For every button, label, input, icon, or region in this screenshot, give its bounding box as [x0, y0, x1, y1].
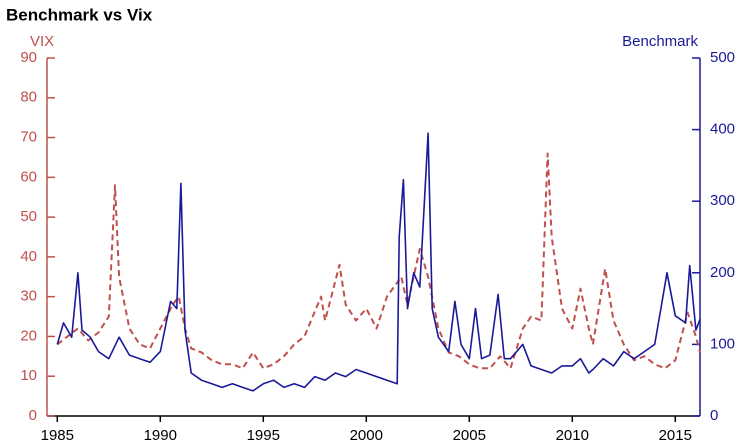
y2-tick-label: 0	[710, 407, 718, 424]
x-tick-label: 1990	[144, 427, 177, 444]
y-tick-label: 0	[29, 407, 37, 424]
x-tick-label: 2010	[556, 427, 589, 444]
y-tick-label: 10	[20, 367, 37, 384]
chart-title: Benchmark vs Vix	[6, 5, 153, 24]
y2-tick-label: 500	[710, 49, 735, 66]
y2-tick-label: 100	[710, 335, 735, 352]
series-line	[56, 132, 701, 392]
y-tick-label: 90	[20, 49, 37, 66]
y-tick-label: 60	[20, 168, 37, 185]
y-tick-label: 20	[20, 327, 37, 344]
series-line	[56, 152, 701, 370]
y2-tick-label: 200	[710, 264, 735, 281]
y2-axis-label: Benchmark	[622, 33, 698, 50]
y-tick-label: 40	[20, 248, 37, 265]
y-tick-label: 50	[20, 208, 37, 225]
y-axis-label: VIX	[30, 33, 54, 50]
y2-tick-label: 300	[710, 192, 735, 209]
x-tick-label: 2005	[453, 427, 486, 444]
x-tick-label: 2000	[350, 427, 383, 444]
x-tick-label: 1995	[247, 427, 280, 444]
y-tick-label: 80	[20, 89, 37, 106]
y-tick-label: 70	[20, 129, 37, 146]
x-tick-label: 1985	[41, 427, 74, 444]
y-tick-label: 30	[20, 288, 37, 305]
y2-tick-label: 400	[710, 121, 735, 138]
x-tick-label: 2015	[659, 427, 692, 444]
